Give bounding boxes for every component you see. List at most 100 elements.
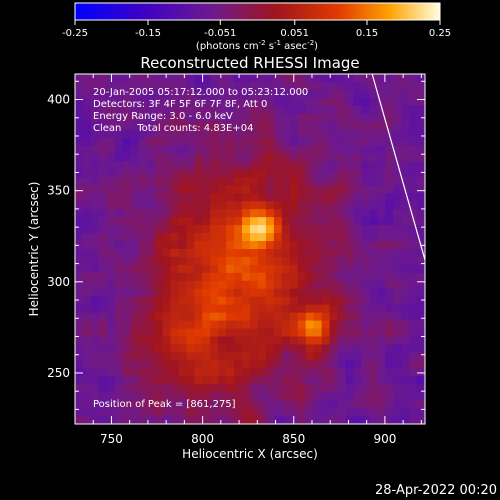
- heatmap-cell: [281, 225, 291, 234]
- heatmap-cell: [178, 97, 187, 107]
- heatmap-cell: [329, 74, 339, 83]
- heatmap-cell: [178, 129, 187, 139]
- heatmap-cell: [305, 256, 315, 266]
- heatmap-cell: [257, 344, 267, 354]
- heatmap-cell: [98, 145, 108, 155]
- heatmap-cell: [82, 368, 92, 377]
- heatmap-cell: [75, 225, 84, 234]
- heatmap-cell: [226, 145, 235, 155]
- heatmap-cell: [130, 161, 140, 171]
- heatmap-cell: [305, 360, 315, 369]
- heatmap-cell: [265, 81, 275, 91]
- heatmap-cell: [337, 312, 347, 322]
- heatmap-cell: [146, 256, 156, 266]
- heatmap-cell: [401, 384, 410, 393]
- heatmap-cell: [210, 113, 219, 123]
- heatmap-cell: [114, 249, 124, 258]
- heatmap-cell: [194, 105, 203, 115]
- heatmap-cell: [257, 256, 267, 266]
- heatmap-cell: [385, 249, 394, 258]
- heatmap-cell: [106, 400, 116, 409]
- heatmap-cell: [401, 392, 410, 401]
- heatmap-cell: [385, 161, 394, 171]
- heatmap-cell: [329, 264, 339, 274]
- heatmap-cell: [98, 153, 108, 163]
- heatmap-cell: [210, 97, 219, 107]
- heatmap-cell: [401, 241, 410, 250]
- heatmap-cell: [337, 320, 347, 330]
- heatmap-cell: [162, 296, 172, 306]
- heatmap-cell: [250, 272, 259, 282]
- heatmap-cell: [194, 384, 203, 393]
- heatmap-cell: [281, 280, 291, 290]
- heatmap-cell: [218, 185, 227, 194]
- heatmap-cell: [226, 288, 235, 298]
- heatmap-cell: [202, 129, 211, 139]
- heatmap-cell: [130, 193, 140, 202]
- heatmap-cell: [210, 193, 219, 202]
- heatmap-cell: [377, 97, 386, 107]
- heatmap-cell: [186, 105, 195, 115]
- heatmap-cell: [297, 360, 307, 369]
- heatmap-cell: [297, 113, 307, 123]
- heatmap-cell: [202, 185, 211, 194]
- heatmap-cell: [250, 368, 259, 377]
- heatmap-cell: [337, 185, 347, 194]
- heatmap-cell: [281, 201, 291, 210]
- heatmap-cell: [345, 233, 355, 242]
- heatmap-cell: [401, 256, 410, 266]
- heatmap-cell: [130, 225, 140, 234]
- heatmap-cell: [218, 304, 227, 314]
- heatmap-cell: [337, 384, 347, 393]
- heatmap-cell: [313, 344, 323, 354]
- heatmap-cell: [273, 296, 283, 306]
- heatmap-cell: [162, 97, 172, 107]
- heatmap-cell: [273, 145, 283, 155]
- heatmap-cell: [417, 288, 425, 298]
- heatmap-cell: [146, 129, 156, 139]
- heatmap-cell: [385, 97, 394, 107]
- heatmap-cell: [321, 161, 331, 171]
- heatmap-cell: [369, 241, 378, 250]
- heatmap-cell: [273, 352, 283, 361]
- heatmap-cell: [194, 320, 203, 330]
- heatmap-cell: [345, 74, 355, 83]
- heatmap-cell: [122, 121, 132, 131]
- heatmap-cell: [289, 225, 299, 234]
- heatmap-cell: [257, 280, 267, 290]
- heatmap-cell: [82, 416, 92, 424]
- heatmap-cell: [98, 217, 108, 226]
- heatmap-cell: [98, 209, 108, 218]
- heatmap-cell: [186, 209, 195, 218]
- heatmap-cell: [186, 416, 195, 424]
- heatmap-cell: [170, 209, 180, 218]
- heatmap-cell: [90, 145, 100, 155]
- heatmap-cell: [305, 185, 315, 194]
- heatmap-cell: [154, 217, 164, 226]
- heatmap-cell: [329, 209, 339, 218]
- heatmap-cell: [202, 312, 211, 322]
- heatmap-cell: [106, 201, 116, 210]
- heatmap-cell: [146, 89, 156, 99]
- heatmap-cell: [138, 97, 148, 107]
- heatmap-cell: [257, 384, 267, 393]
- heatmap-cell: [361, 280, 370, 290]
- heatmap-cell: [234, 416, 243, 424]
- heatmap-cell: [401, 312, 410, 322]
- heatmap-cell: [321, 336, 331, 346]
- heatmap-cell: [138, 368, 148, 377]
- heatmap-cell: [138, 384, 148, 393]
- heatmap-cell: [130, 392, 140, 401]
- heatmap-cell: [417, 296, 425, 306]
- heatmap-cell: [226, 352, 235, 361]
- heatmap-cell: [138, 74, 148, 83]
- heatmap-cell: [75, 256, 84, 266]
- heatmap-cell: [186, 400, 195, 409]
- heatmap-cell: [289, 360, 299, 369]
- heatmap-cell: [273, 193, 283, 202]
- heatmap-cell: [90, 161, 100, 171]
- heatmap-cell: [82, 185, 92, 194]
- heatmap-cell: [305, 408, 315, 417]
- heatmap-cell: [273, 217, 283, 226]
- heatmap-cell: [106, 384, 116, 393]
